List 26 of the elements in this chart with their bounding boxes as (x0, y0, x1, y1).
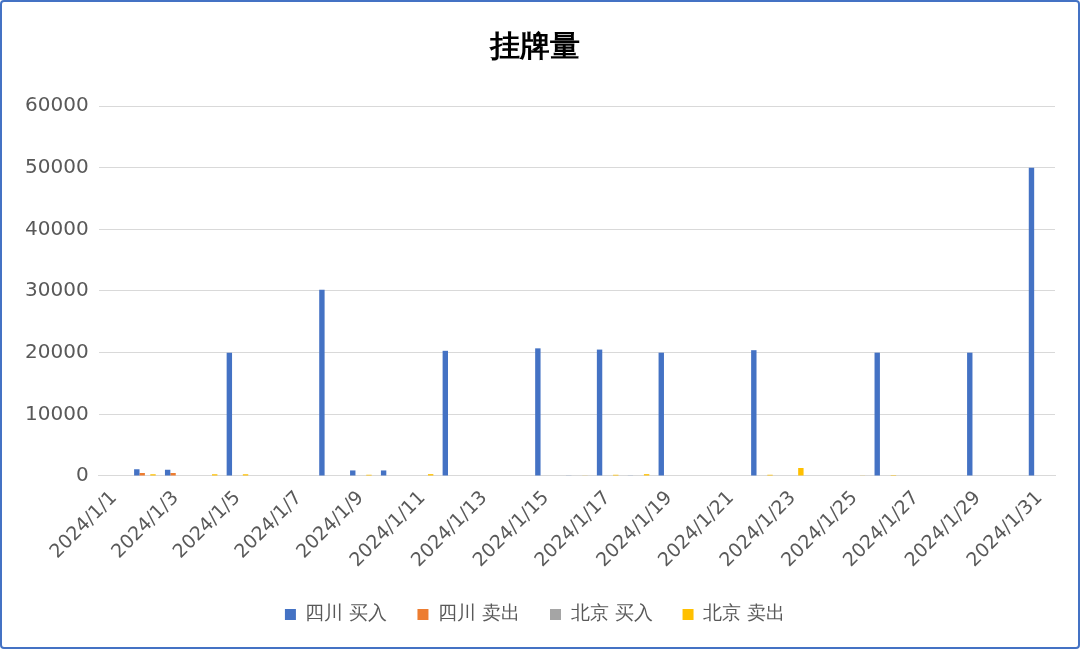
bar (226, 352, 233, 476)
y-tick-label: 40000 (25, 215, 89, 240)
bar (535, 348, 541, 476)
y-tick-label: 0 (75, 462, 89, 487)
legend-label: 四川 卖出 (437, 601, 521, 624)
bar (380, 470, 387, 476)
bar (442, 350, 449, 476)
bar (751, 350, 757, 476)
y-tick-label: 30000 (25, 277, 89, 302)
bar (798, 467, 804, 476)
legend-label: 北京 买入 (570, 601, 653, 624)
y-tick-label: 20000 (25, 338, 89, 363)
y-tick-label: 10000 (25, 400, 89, 425)
y-tick-label: 50000 (25, 153, 89, 178)
bar (596, 349, 603, 476)
bar (658, 352, 664, 476)
legend-label: 四川 买入 (305, 601, 388, 624)
bar (874, 352, 880, 476)
chart-title: 挂牌量 (489, 27, 580, 63)
bar (350, 470, 356, 476)
bar (319, 289, 325, 476)
legend-label: 北京 卖出 (703, 601, 786, 624)
bar (1028, 167, 1035, 476)
bar (967, 352, 973, 476)
y-tick-label: 60000 (25, 92, 89, 117)
bar (134, 469, 140, 476)
